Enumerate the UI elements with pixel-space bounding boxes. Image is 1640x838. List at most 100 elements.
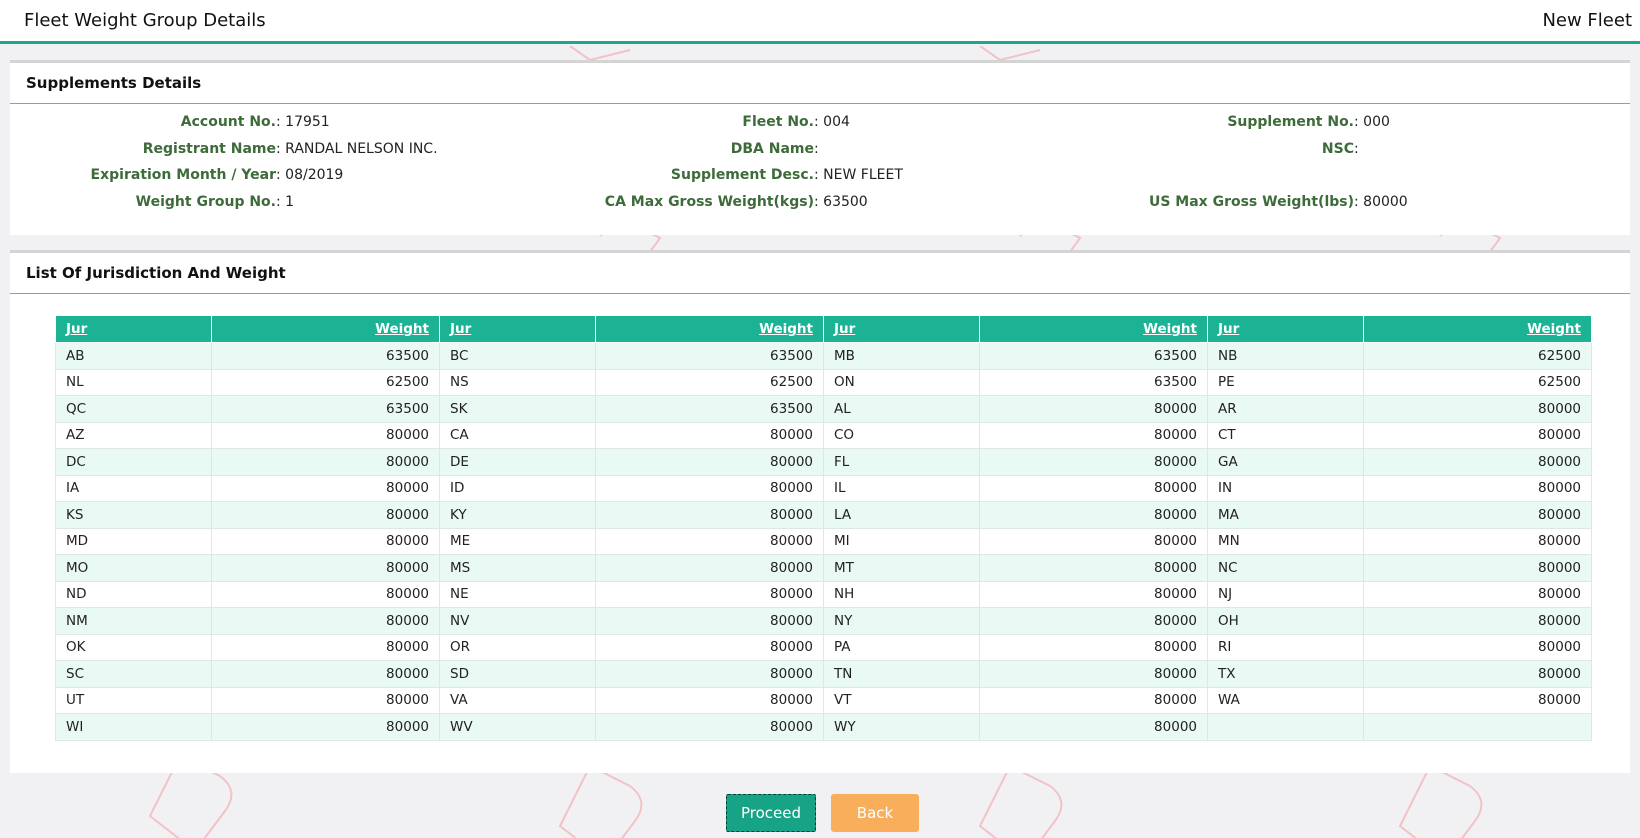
jur-cell: NV (439, 607, 596, 635)
jurisdiction-title: List Of Jurisdiction And Weight (10, 253, 1630, 294)
us-max-gross-weight-value: : 80000 (1354, 194, 1408, 210)
nsc-label: NSC (1321, 141, 1354, 157)
jur-cell: NC (1207, 554, 1364, 582)
weight-cell: 80000 (1363, 448, 1592, 476)
table-row: UT 80000 VA 80000 VT 80000 WA 80000 (55, 686, 1592, 714)
jur-cell: UT (55, 686, 212, 714)
jur-cell: FL (823, 448, 980, 476)
weight-cell: 80000 (211, 501, 440, 529)
jur-cell: NL (55, 368, 212, 396)
jur-cell: OK (55, 633, 212, 661)
weight-cell: 80000 (979, 527, 1208, 555)
table-row: KS 80000 KY 80000 LA 80000 MA 80000 (55, 501, 1592, 529)
dba-name-label: DBA Name (730, 141, 814, 157)
jur-cell: BC (439, 342, 596, 370)
weight-cell: 80000 (979, 580, 1208, 608)
jur-cell: VT (823, 686, 980, 714)
jur-cell: TX (1207, 660, 1364, 688)
us-max-gross-weight-label: US Max Gross Weight(lbs) (1148, 194, 1354, 210)
weight-cell: 80000 (1363, 580, 1592, 608)
weight-cell: 80000 (1363, 607, 1592, 635)
jur-cell: KS (55, 501, 212, 529)
jur-cell: RI (1207, 633, 1364, 661)
weight-cell: 63500 (595, 395, 824, 423)
jur-cell: ID (439, 474, 596, 502)
detail-row: Account No. : 17951 Fleet No. : 004 Supp… (10, 110, 1630, 134)
jur-cell: CO (823, 421, 980, 449)
jur-cell: IN (1207, 474, 1364, 502)
jur-cell: DC (55, 448, 212, 476)
supplement-no-value: : 000 (1354, 114, 1390, 130)
jur-cell: CT (1207, 421, 1364, 449)
proceed-button[interactable]: Proceed (726, 794, 816, 832)
account-no-value: : 17951 (276, 114, 330, 130)
jur-cell: DE (439, 448, 596, 476)
jur-cell: PA (823, 633, 980, 661)
weight-cell: 80000 (595, 660, 824, 688)
fleet-no-value: : 004 (814, 114, 850, 130)
supplements-panel: Supplements Details Account No. : 17951 … (10, 60, 1630, 235)
jur-cell: IA (55, 474, 212, 502)
weight-cell: 80000 (979, 448, 1208, 476)
weight-cell: 80000 (595, 580, 824, 608)
jur-cell: OR (439, 633, 596, 661)
jur-cell: NH (823, 580, 980, 608)
weight-cell: 80000 (211, 633, 440, 661)
registrant-name-label: Registrant Name (142, 141, 276, 157)
table-row: NM 80000 NV 80000 NY 80000 OH 80000 (55, 607, 1592, 635)
jur-column-header[interactable]: Jur (55, 315, 212, 343)
table-header-row: Jur Weight Jur Weight Jur Weight Jur Wei… (55, 315, 1592, 343)
weight-column-header[interactable]: Weight (211, 315, 440, 343)
table-row: AB 63500 BC 63500 MB 63500 NB 62500 (55, 342, 1592, 370)
detail-row: Expiration Month / Year : 08/2019 Supple… (10, 163, 1630, 187)
jur-column-header[interactable]: Jur (823, 315, 980, 343)
registrant-name-value: : RANDAL NELSON INC. (276, 141, 438, 157)
weight-column-header[interactable]: Weight (595, 315, 824, 343)
weight-cell (1363, 713, 1592, 741)
jur-cell: WY (823, 713, 980, 741)
weight-cell: 80000 (979, 660, 1208, 688)
jur-cell: NE (439, 580, 596, 608)
weight-cell: 80000 (211, 660, 440, 688)
back-button[interactable]: Back (831, 794, 919, 832)
weight-cell: 80000 (211, 686, 440, 714)
table-row: MO 80000 MS 80000 MT 80000 NC 80000 (55, 554, 1592, 582)
weight-cell: 80000 (211, 448, 440, 476)
weight-cell: 63500 (211, 342, 440, 370)
weight-cell: 80000 (211, 607, 440, 635)
jur-cell: WV (439, 713, 596, 741)
jur-cell: ND (55, 580, 212, 608)
jur-cell (1207, 713, 1364, 741)
page-mode: New Fleet (1542, 10, 1632, 31)
weight-cell: 80000 (595, 421, 824, 449)
jur-cell: OH (1207, 607, 1364, 635)
weight-cell: 80000 (979, 474, 1208, 502)
jur-column-header[interactable]: Jur (439, 315, 596, 343)
jur-cell: NJ (1207, 580, 1364, 608)
weight-cell: 62500 (1363, 342, 1592, 370)
weight-cell: 80000 (979, 686, 1208, 714)
jur-cell: NY (823, 607, 980, 635)
weight-cell: 80000 (1363, 527, 1592, 555)
weight-cell: 80000 (595, 448, 824, 476)
weight-cell: 63500 (211, 395, 440, 423)
jur-column-header[interactable]: Jur (1207, 315, 1364, 343)
jur-cell: SK (439, 395, 596, 423)
jur-cell: GA (1207, 448, 1364, 476)
jur-cell: AL (823, 395, 980, 423)
jur-cell: TN (823, 660, 980, 688)
jur-cell: MN (1207, 527, 1364, 555)
weight-cell: 80000 (979, 713, 1208, 741)
weight-column-header[interactable]: Weight (979, 315, 1208, 343)
weight-cell: 80000 (211, 713, 440, 741)
weight-cell: 80000 (1363, 633, 1592, 661)
table-row: QC 63500 SK 63500 AL 80000 AR 80000 (55, 395, 1592, 423)
jur-cell: MB (823, 342, 980, 370)
table-row: IA 80000 ID 80000 IL 80000 IN 80000 (55, 474, 1592, 502)
jur-cell: VA (439, 686, 596, 714)
weight-cell: 80000 (595, 633, 824, 661)
weight-column-header[interactable]: Weight (1363, 315, 1592, 343)
weight-cell: 62500 (211, 368, 440, 396)
weight-cell: 80000 (595, 474, 824, 502)
dba-name-value: : (814, 141, 824, 157)
